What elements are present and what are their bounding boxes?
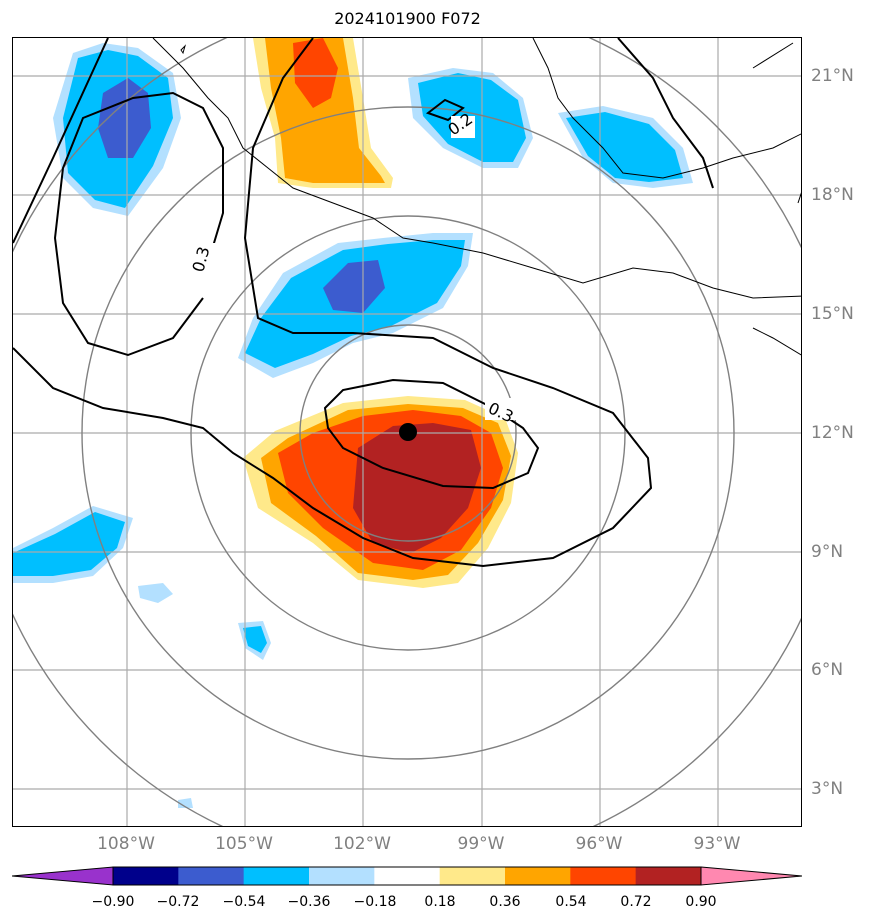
- colorbar: [12, 866, 802, 886]
- lon-label: 105°W: [215, 834, 273, 854]
- colorbar-cell: [309, 867, 375, 885]
- colorbar-tick-label: −0.90: [91, 894, 135, 910]
- colorbar-cell: [12, 867, 113, 885]
- colorbar-cell: [243, 867, 310, 885]
- map-canvas: 0.3 0.2 0.3: [13, 38, 801, 826]
- lon-label: 96°W: [575, 834, 623, 854]
- colorbar-cell: [570, 867, 637, 885]
- colorbar-tick-label: 0.90: [685, 894, 717, 910]
- colorbar-tick-label: 0.18: [424, 894, 456, 910]
- positive-anomaly-north: [253, 38, 393, 188]
- colorbar-tick-label: −0.36: [287, 894, 331, 910]
- lon-label: 93°W: [693, 834, 741, 854]
- storm-center-marker: [399, 423, 417, 441]
- range-rings: [13, 38, 801, 826]
- lat-label: 9°N: [811, 542, 844, 562]
- map-title: 2024101900 F072: [334, 9, 481, 28]
- lon-label: 99°W: [457, 834, 505, 854]
- lat-label: 6°N: [811, 660, 844, 680]
- contour-label-bg: [485, 398, 517, 420]
- colorbar-tick-label: 0.36: [489, 894, 521, 910]
- lat-lon-grid: [13, 38, 801, 826]
- contour-label-bg: [451, 116, 475, 138]
- lat-label: 15°N: [811, 304, 854, 324]
- lat-label: 12°N: [811, 423, 854, 443]
- colorbar-tick-label: 0.72: [620, 894, 652, 910]
- colorbar-cell: [701, 867, 802, 885]
- colorbar-cell: [178, 867, 245, 885]
- lat-label: 21°N: [811, 66, 854, 86]
- colorbar-cell: [439, 867, 506, 885]
- colorbar-frame: [112, 866, 702, 886]
- contour-lines: [13, 38, 714, 568]
- colorbar-tick-label: −0.18: [353, 894, 397, 910]
- colorbar-tick-label: −0.72: [156, 894, 200, 910]
- colorbar-tick-label: −0.54: [222, 894, 266, 910]
- colorbar-tick-label: 0.54: [555, 894, 587, 910]
- lon-label: 102°W: [333, 834, 391, 854]
- lat-label: 18°N: [811, 185, 854, 205]
- colorbar-cell: [113, 867, 179, 885]
- coastlines: [152, 38, 801, 356]
- colorbar-cell: [505, 867, 571, 885]
- positive-anomaly-region: [243, 396, 518, 588]
- map-panel: 0.3 0.2 0.3: [12, 37, 802, 827]
- lat-label: 3°N: [811, 779, 844, 799]
- contour-label-bg: [193, 243, 219, 273]
- colorbar-cell: [635, 867, 702, 885]
- colorbar-cell: [374, 867, 441, 885]
- lon-label: 108°W: [97, 834, 155, 854]
